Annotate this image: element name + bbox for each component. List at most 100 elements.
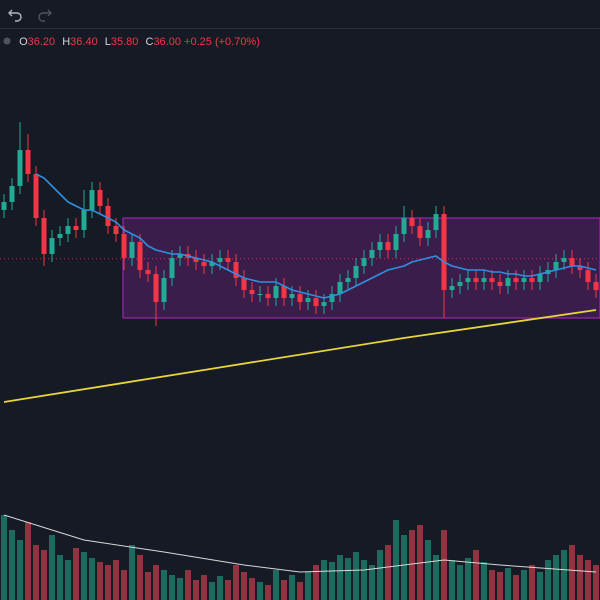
candle-body [345, 278, 351, 282]
candle-body [481, 278, 487, 282]
range-box [122, 217, 600, 319]
candle-body [433, 214, 439, 230]
candle-body [89, 190, 95, 210]
volume-bar [73, 548, 79, 600]
candle-body [473, 278, 479, 282]
volume-bar [401, 535, 407, 600]
candle-body [353, 266, 359, 278]
candle-body [169, 258, 175, 278]
candle-body [441, 214, 447, 290]
undo-icon[interactable] [8, 9, 22, 22]
volume-bar [145, 572, 151, 600]
open-value: 36.20 [27, 36, 56, 48]
volume-bar [129, 545, 135, 600]
candle-body [553, 262, 559, 270]
candle-body [177, 254, 183, 258]
candle-body [529, 278, 535, 282]
volume-bar [241, 572, 247, 600]
candle-body [465, 278, 471, 282]
candle-body [33, 174, 39, 218]
candle-body [57, 234, 63, 238]
volume-bar [433, 555, 439, 600]
volume-bar [529, 565, 535, 600]
volume-bar [561, 550, 567, 600]
volume-bar [385, 545, 391, 600]
candle-body [17, 150, 23, 186]
volume-bar [161, 570, 167, 600]
redo-icon[interactable] [38, 9, 52, 22]
volume-bar [441, 530, 447, 600]
volume-bar [521, 570, 527, 600]
candle-body [337, 282, 343, 294]
candle-body [241, 278, 247, 290]
volume-bar [345, 558, 351, 600]
candle-body [297, 294, 303, 302]
volume-bar [105, 565, 111, 600]
candle-body [217, 258, 223, 262]
candle-body [281, 286, 287, 298]
candle-body [137, 242, 143, 270]
candle-body [1, 202, 7, 210]
volume-bar [57, 555, 63, 600]
volume-bar [409, 530, 415, 600]
volume-bar [353, 552, 359, 600]
volume-bar [553, 555, 559, 600]
high-value: 36.40 [70, 36, 98, 48]
candle-body [105, 206, 111, 226]
volume-bar [577, 555, 583, 600]
volume-bar [81, 552, 87, 600]
candle-body [9, 186, 15, 202]
candle-body [273, 286, 279, 298]
change-percent: (+0.70%) [214, 36, 260, 48]
candle-body [401, 218, 407, 234]
candle-body [225, 258, 231, 262]
candle-body [497, 282, 503, 286]
volume-bar [569, 545, 575, 600]
volume-bar [225, 580, 231, 600]
volume-bar [209, 582, 215, 600]
candle-body [369, 250, 375, 258]
volume-bar [505, 568, 511, 600]
volume-bar [9, 530, 15, 600]
volume-bar [1, 515, 7, 600]
candle-body [393, 234, 399, 250]
volume-bar [265, 585, 271, 600]
candle-body [513, 278, 519, 282]
low-value: 35.80 [110, 36, 139, 48]
moving-average [35, 173, 597, 299]
candle-body [201, 262, 207, 266]
volume-bar [257, 582, 263, 600]
candle-body [489, 278, 495, 282]
ohlc-legend: O36.20 H36.40 L35.80 C36.00 +0.25 (+0.70… [0, 36, 260, 52]
volume-bar [153, 565, 159, 600]
volume-bar [169, 575, 175, 600]
volume-bar [193, 580, 199, 600]
candle-body [25, 150, 31, 174]
toolbar [0, 0, 600, 29]
candle-body [265, 294, 271, 298]
candle-body [457, 282, 463, 286]
volume-average [3, 514, 597, 573]
volume-bar [217, 576, 223, 600]
candle-body [129, 242, 135, 258]
volume-bar [361, 560, 367, 600]
volume-bar [545, 560, 551, 600]
volume-bar [97, 562, 103, 600]
volume-bar [137, 555, 143, 600]
volume-bar [449, 560, 455, 600]
volume-bar [537, 572, 543, 600]
candle-body [73, 226, 79, 230]
candle-body [313, 298, 319, 306]
candle-body [449, 286, 455, 290]
candle-body [505, 278, 511, 286]
volume-bar [337, 555, 343, 600]
candle-body [425, 230, 431, 238]
volume-bar [249, 578, 255, 600]
volume-bar [321, 560, 327, 600]
candle-body [521, 278, 527, 282]
candle-body [329, 294, 335, 302]
candle-body [233, 262, 239, 278]
high-label: H [62, 36, 71, 48]
candle-body [321, 302, 327, 306]
close-label: C [145, 36, 154, 48]
